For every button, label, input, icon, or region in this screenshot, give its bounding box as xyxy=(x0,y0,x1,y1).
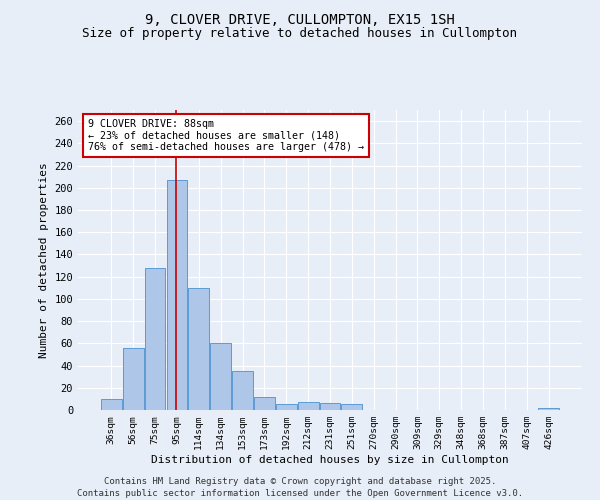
X-axis label: Distribution of detached houses by size in Cullompton: Distribution of detached houses by size … xyxy=(151,455,509,465)
Bar xyxy=(298,402,319,410)
Bar xyxy=(167,180,187,410)
Bar xyxy=(145,268,166,410)
Text: Size of property relative to detached houses in Cullompton: Size of property relative to detached ho… xyxy=(83,28,517,40)
Text: 9 CLOVER DRIVE: 88sqm
← 23% of detached houses are smaller (148)
76% of semi-det: 9 CLOVER DRIVE: 88sqm ← 23% of detached … xyxy=(88,119,364,152)
Bar xyxy=(320,404,340,410)
Bar xyxy=(123,348,143,410)
Text: 9, CLOVER DRIVE, CULLOMPTON, EX15 1SH: 9, CLOVER DRIVE, CULLOMPTON, EX15 1SH xyxy=(145,12,455,26)
Bar xyxy=(232,371,253,410)
Text: Contains HM Land Registry data © Crown copyright and database right 2025.
Contai: Contains HM Land Registry data © Crown c… xyxy=(77,476,523,498)
Bar xyxy=(188,288,209,410)
Y-axis label: Number of detached properties: Number of detached properties xyxy=(39,162,49,358)
Bar xyxy=(254,396,275,410)
Bar xyxy=(538,408,559,410)
Bar xyxy=(101,399,122,410)
Bar xyxy=(341,404,362,410)
Bar xyxy=(276,404,296,410)
Bar xyxy=(210,344,231,410)
